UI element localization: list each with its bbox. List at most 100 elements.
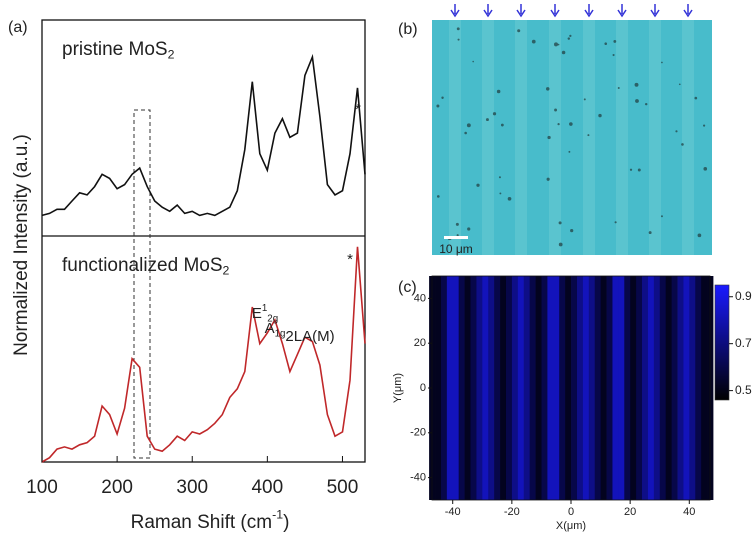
heatmap-cell (636, 276, 643, 500)
heatmap-cell (494, 276, 501, 500)
speck (553, 42, 558, 47)
speck (614, 221, 617, 224)
heatmap-cell (541, 276, 548, 500)
heatmap-cell (535, 276, 542, 500)
annotation: 2LA(M) (285, 328, 334, 345)
heatmap-cell (470, 276, 477, 500)
speck (546, 177, 550, 181)
heatmap-cell (547, 276, 554, 500)
arrow (584, 4, 594, 18)
x-axis-title-text: Raman Shift (cm (131, 512, 272, 533)
panel-label: (b) (398, 21, 418, 38)
speck (436, 195, 440, 198)
arrow (450, 4, 460, 18)
x-tick-label: 500 (327, 477, 359, 498)
annotation-text: 2LA(M) (285, 328, 334, 345)
speck (557, 43, 560, 46)
arrow (550, 4, 560, 18)
y-axis-title: Normalized Intensity (a.u.) (11, 134, 32, 356)
annotation-sub: 1g (275, 328, 286, 339)
annotation-text: * (355, 101, 361, 118)
heatmap-cell (618, 276, 625, 500)
heatmap-cell (624, 276, 631, 500)
heatmap-cell (665, 276, 672, 500)
panel-title: functionalized MoS2 (62, 255, 230, 278)
x-tick-label: 200 (101, 477, 133, 498)
speck (568, 150, 571, 153)
heatmap-cell (553, 276, 560, 500)
heatmap-cell (452, 276, 460, 500)
heatmap-cell (488, 276, 495, 500)
speck (485, 118, 489, 122)
heatmap-cell (435, 276, 442, 500)
arrow (483, 4, 493, 18)
speck (436, 104, 440, 108)
speck (467, 227, 471, 231)
speck (617, 87, 620, 90)
speck (557, 123, 560, 126)
panel-title-text: functionalized MoS (62, 255, 223, 276)
heatmap-cell (482, 276, 489, 500)
colorbar (714, 284, 730, 401)
scale-bar (444, 236, 468, 239)
speck (598, 113, 602, 118)
y-tick-label: -20 (410, 427, 426, 439)
speck (703, 124, 706, 127)
panel-title-sub: 2 (223, 264, 230, 278)
heatmap-cell (458, 276, 465, 500)
stripe (583, 20, 595, 255)
arrow (683, 4, 693, 18)
heatmap-cell (683, 276, 690, 500)
speck (531, 39, 536, 44)
speck (694, 96, 698, 100)
x-tick-label: -40 (445, 506, 461, 518)
colorbar-tick-label: 0.5 (735, 383, 752, 397)
heatmap-cell (606, 276, 613, 500)
speck (703, 167, 708, 171)
x-axis-title-tail: ) (283, 512, 289, 533)
speck (507, 196, 512, 201)
y-tick-label: 40 (414, 292, 426, 304)
speck (456, 27, 460, 31)
heatmap-cell (659, 276, 667, 500)
heatmap-cell (565, 276, 572, 500)
speck (457, 38, 460, 41)
heatmap-cell (642, 276, 649, 500)
heatmap-cell (517, 276, 525, 500)
stripe (515, 20, 527, 255)
speck (466, 123, 471, 128)
panel-title-sub: 2 (168, 48, 175, 62)
y-axis-title: Y(μm) (392, 373, 404, 403)
speck (675, 130, 678, 133)
speck (678, 83, 681, 86)
speck (476, 183, 480, 187)
stripe (616, 20, 628, 255)
x-axis-title: X(μm) (556, 520, 586, 532)
speck (697, 233, 702, 238)
speck (567, 37, 571, 40)
heatmap-cell (600, 276, 607, 500)
speck (496, 89, 501, 94)
panel-label: (c) (398, 279, 417, 296)
speck (583, 98, 586, 101)
annotation-text: A (265, 320, 275, 337)
heatmap-cell (511, 276, 519, 500)
stripe (482, 20, 494, 255)
stripe (549, 20, 561, 255)
heatmap-cell (505, 276, 513, 500)
scale-bar-label: 10 μm (439, 242, 473, 256)
heatmap-cell (653, 276, 661, 500)
heatmap-cell (440, 276, 448, 500)
speck (554, 108, 558, 112)
heatmap-cell (529, 276, 536, 500)
y-tick-label: 20 (414, 337, 426, 349)
stripe (682, 20, 694, 255)
x-tick-label: 400 (251, 477, 283, 498)
heatmap-cell (689, 276, 696, 500)
heatmap-cell (701, 276, 708, 500)
annotation: * (355, 101, 361, 118)
speck (517, 29, 521, 33)
heatmap-cell (559, 276, 566, 500)
heatmap-cell (588, 276, 596, 500)
